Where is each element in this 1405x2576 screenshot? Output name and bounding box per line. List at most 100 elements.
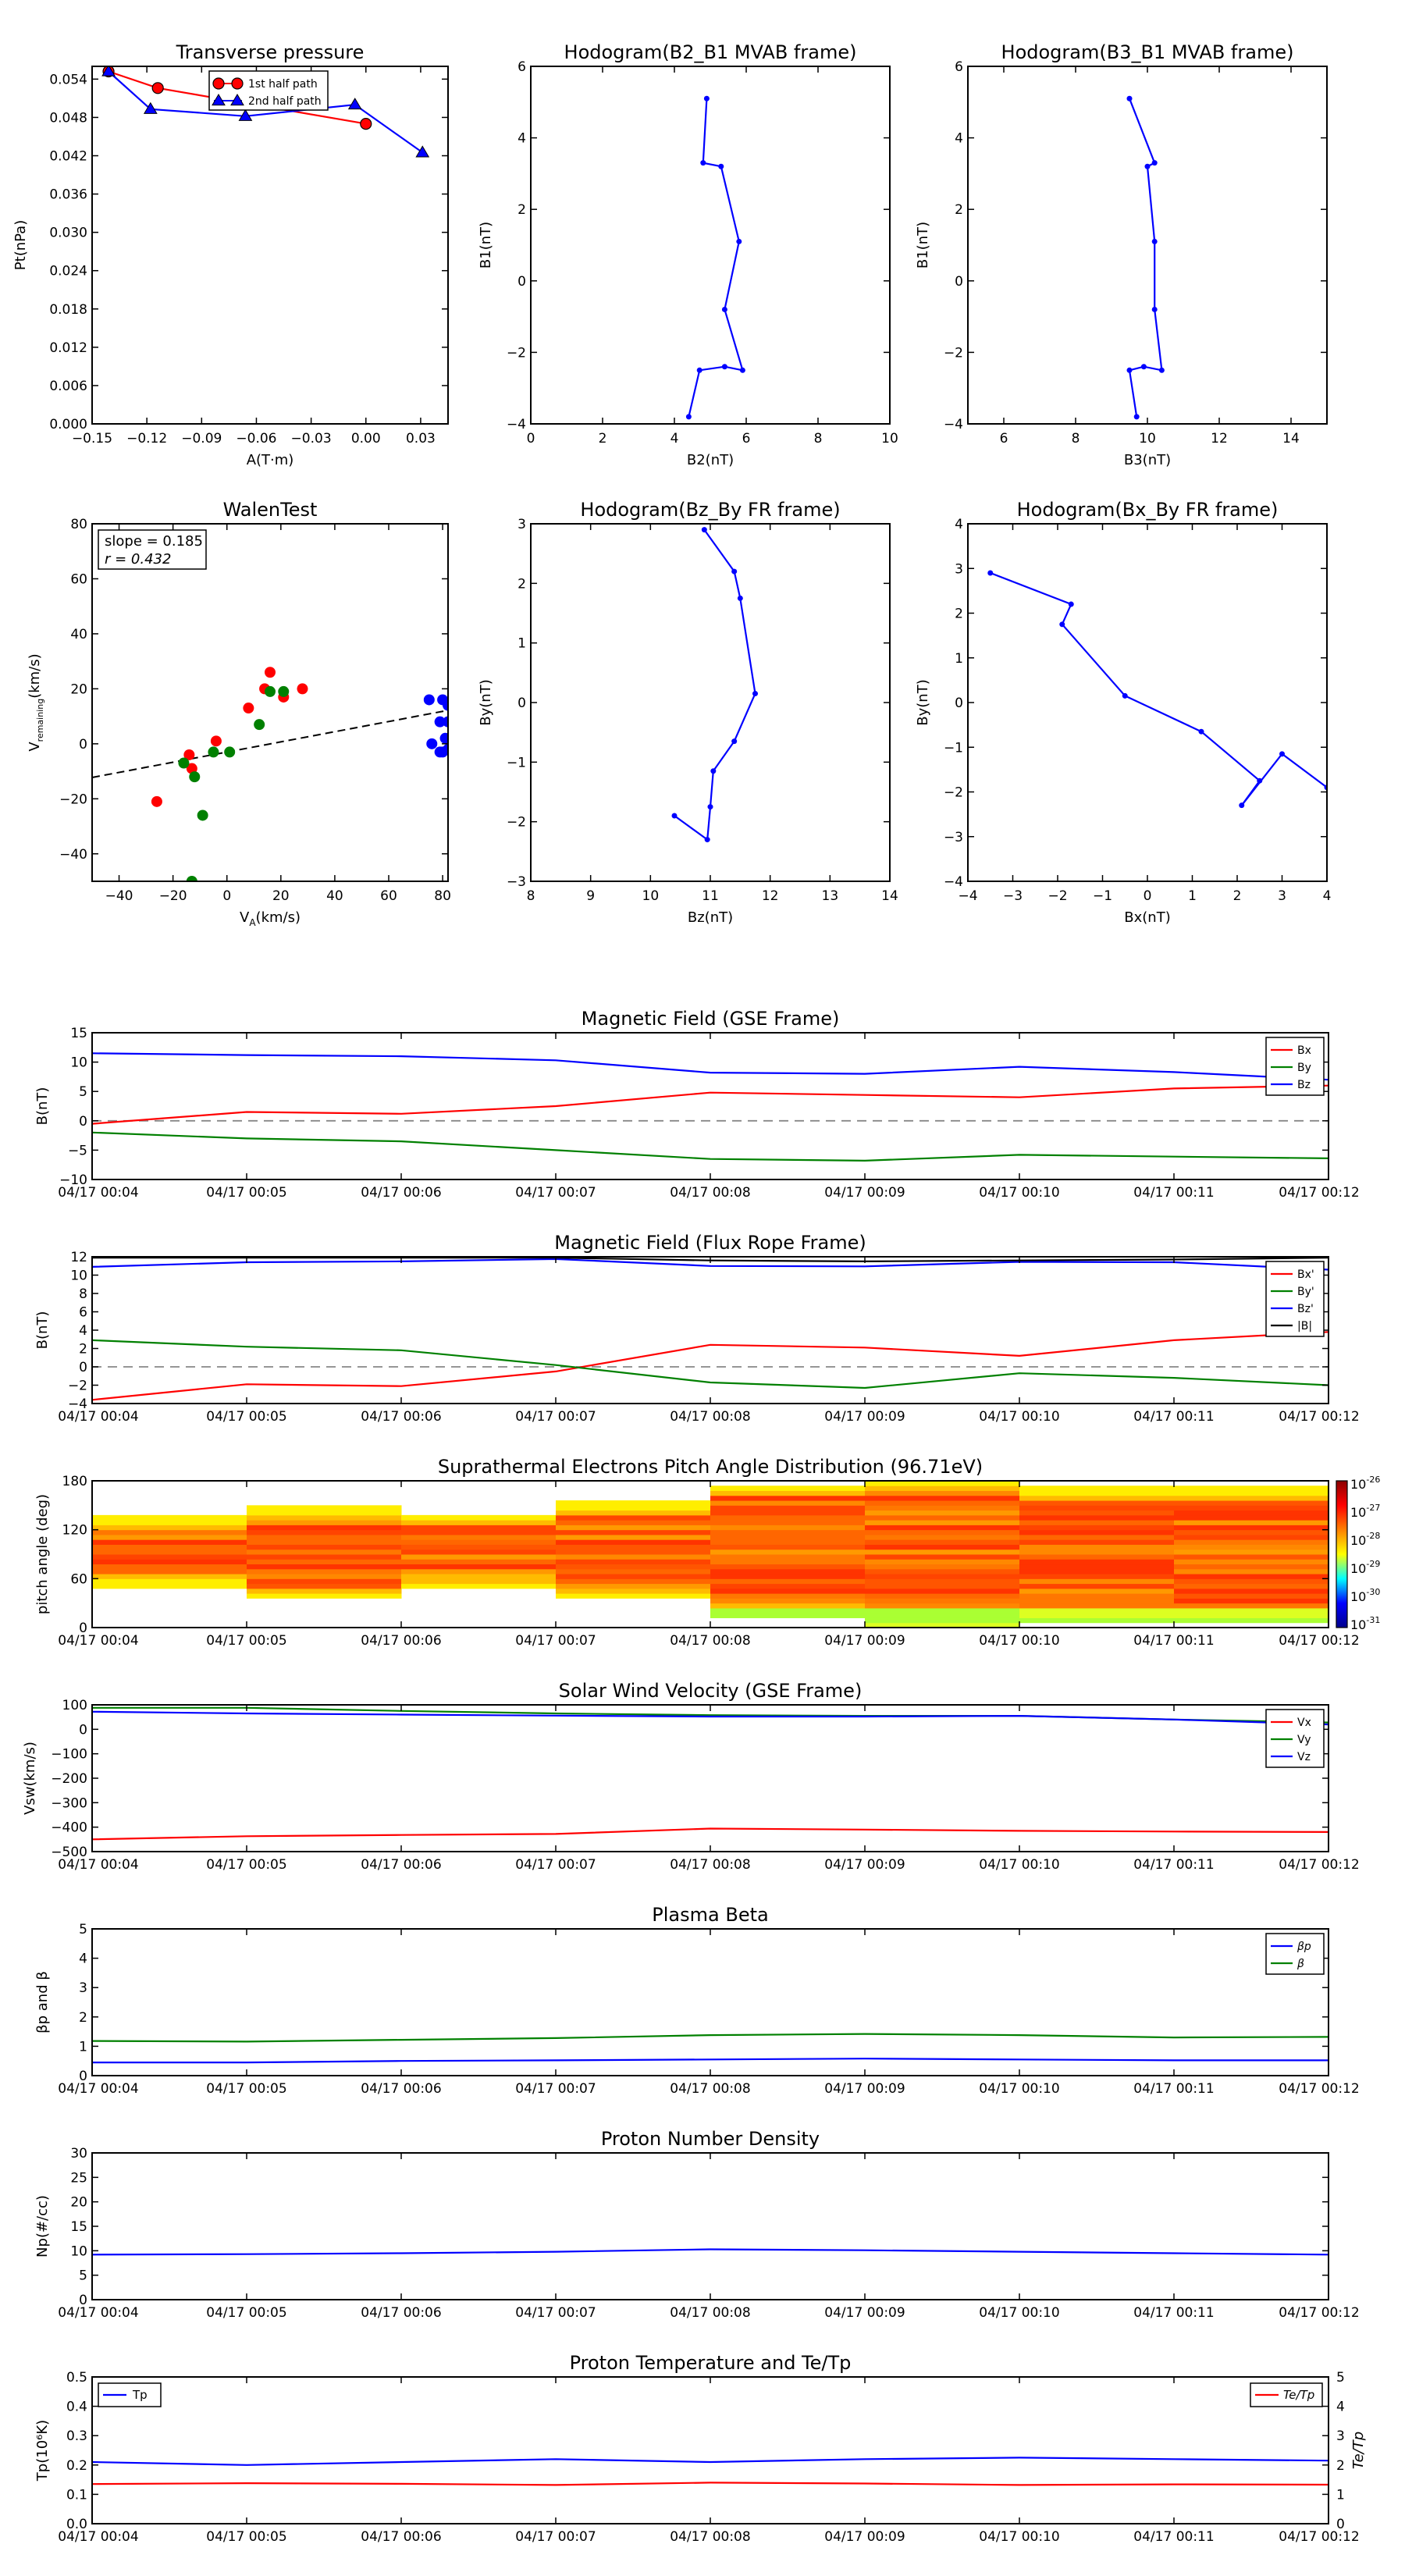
- heatmap-cell: [1019, 1554, 1175, 1560]
- x-tick-label: −1: [1093, 888, 1112, 904]
- y-axis-label: Pt(nPa): [12, 220, 29, 270]
- data-point: [731, 738, 738, 745]
- series-line: [688, 98, 744, 418]
- chart-tp2: 0.0 0.1 0.2 0.3 0.4 0.5 04/17 00:04 04/17 00:05…: [34, 2352, 1367, 2545]
- x-tick-label: 04/17 00:10: [979, 1185, 1059, 1201]
- data-point: [739, 367, 745, 373]
- x-tick-label: 04/17 00:07: [515, 2529, 596, 2545]
- heatmap-cell: [1174, 1613, 1329, 1618]
- data-point: [1126, 367, 1133, 373]
- chart-title: Plasma Beta: [652, 1904, 768, 1926]
- y-tick-label: 0.036: [49, 187, 87, 203]
- heatmap-cell: [710, 1514, 866, 1521]
- heatmap-cell: [247, 1574, 402, 1579]
- x-tick-label: 04/17 00:09: [824, 1857, 905, 1873]
- y-tick-label: −200: [51, 1771, 87, 1787]
- chart-h4: −4 −3 −2 −1 0 1 2 3 4 −4 −3 −2 −1 0 1 2 3 4 Hodogram(Bx_By…: [915, 499, 1331, 926]
- data-point: [671, 813, 678, 819]
- heatmap-cell: [865, 1495, 1020, 1501]
- y-tick-label: 15: [70, 1026, 87, 1041]
- legend-label: Vx: [1297, 1717, 1311, 1729]
- heatmap-cell: [556, 1520, 711, 1525]
- heatmap-cell: [247, 1554, 402, 1560]
- plot-area: [685, 95, 745, 420]
- x-tick-label: 4: [670, 431, 679, 447]
- y-tick-label: −100: [51, 1747, 87, 1763]
- heatmap-cell: [865, 1564, 1020, 1570]
- data-point: [212, 77, 225, 90]
- x-tick-label: 04/17 00:12: [1279, 2529, 1359, 2545]
- series-line-Bz': [92, 1258, 1329, 1271]
- chart-title: Hodogram(Bz_By FR frame): [580, 499, 840, 521]
- data-point: [1140, 364, 1147, 370]
- data-point: [1059, 621, 1065, 628]
- y-tick-label: 20: [70, 681, 87, 697]
- heatmap-cell: [1019, 1574, 1175, 1579]
- data-point: [151, 795, 162, 807]
- y-tick-label: 120: [62, 1523, 87, 1539]
- y-right-tick-label: 3: [1336, 2428, 1345, 2444]
- heatmap-cell: [1019, 1617, 1175, 1624]
- data-point: [752, 691, 758, 697]
- y-tick-label: −4: [507, 417, 526, 432]
- chart-mag_fr: −4 −2 0 2 4 6 8 10 12 04/17 00:04 04/17 00:05 04/17…: [34, 1232, 1360, 1425]
- x-tick-label: 8: [1072, 431, 1080, 447]
- heatmap-cell: [247, 1583, 402, 1589]
- heatmap-cell: [1174, 1554, 1329, 1560]
- y-right-tick-label: 5: [1336, 2370, 1345, 2386]
- data-point: [443, 716, 448, 728]
- colorbar-tick-label: 10-26: [1350, 1475, 1380, 1492]
- data-point: [360, 118, 372, 130]
- x-tick-label: 04/17 00:05: [206, 1185, 286, 1201]
- y-tick-label: 12: [70, 1250, 87, 1265]
- chart-title: Transverse pressure: [176, 41, 365, 63]
- data-point: [737, 595, 743, 601]
- data-point: [426, 738, 438, 749]
- x-tick-label: 04/17 00:10: [979, 2529, 1059, 2545]
- heatmap-cell: [1019, 1525, 1175, 1531]
- heatmap-cell: [1174, 1539, 1329, 1545]
- heatmap-cell: [1174, 1568, 1329, 1574]
- x-tick-label: 04/17 00:05: [206, 1857, 286, 1873]
- heatmap-cell: [1174, 1525, 1329, 1531]
- data-point: [710, 768, 717, 774]
- x-tick-label: 04/17 00:06: [361, 1857, 441, 1873]
- plot-area: [92, 1706, 1329, 1841]
- x-tick-label: 04/17 00:08: [670, 1185, 750, 1201]
- heatmap-cell: [710, 1554, 866, 1560]
- x-tick-label: 04/17 00:11: [1133, 2305, 1214, 2321]
- chart-title: Proton Number Density: [601, 2128, 820, 2150]
- heatmap-cell: [92, 1514, 247, 1521]
- heatmap-cell: [247, 1525, 402, 1531]
- y-tick-label: 0.3: [66, 2428, 87, 2444]
- data-point: [1158, 367, 1165, 373]
- plot-frame: [530, 523, 891, 882]
- heatmap-cell: [247, 1578, 402, 1585]
- chart-title: Suprathermal Electrons Pitch Angle Distr…: [438, 1456, 983, 1478]
- heatmap-cell: [247, 1514, 402, 1521]
- plot-area: [92, 1481, 1329, 1628]
- x-tick-label: 04/17 00:09: [824, 2305, 905, 2321]
- heatmap-cell: [247, 1559, 402, 1565]
- heatmap-cell: [1019, 1505, 1175, 1511]
- x-tick-label: 04/17 00:09: [824, 1185, 905, 1201]
- colorbar-tick-label: 10-29: [1350, 1559, 1380, 1576]
- series-line-β: [92, 2033, 1329, 2043]
- chart-title: Proton Temperature and Te/Tp: [570, 2352, 852, 2374]
- heatmap-cell: [247, 1544, 402, 1550]
- heatmap-cell: [865, 1505, 1020, 1511]
- x-tick-label: 0: [1144, 888, 1152, 904]
- data-point: [178, 757, 190, 769]
- heatmap-cell: [1019, 1598, 1175, 1604]
- heatmap-cell: [247, 1568, 402, 1574]
- y-tick-label: 60: [70, 1571, 87, 1587]
- y-tick-label: 4: [955, 131, 963, 147]
- data-point: [254, 719, 265, 731]
- x-tick-label: 04/17 00:12: [1279, 2081, 1359, 2097]
- y-tick-label: −4: [944, 874, 963, 890]
- data-point: [189, 771, 201, 783]
- x-tick-label: 12: [1211, 431, 1228, 447]
- heatmap-cell: [556, 1568, 711, 1574]
- y-tick-label: 5: [79, 1084, 87, 1100]
- series-line-Vx: [92, 1827, 1329, 1841]
